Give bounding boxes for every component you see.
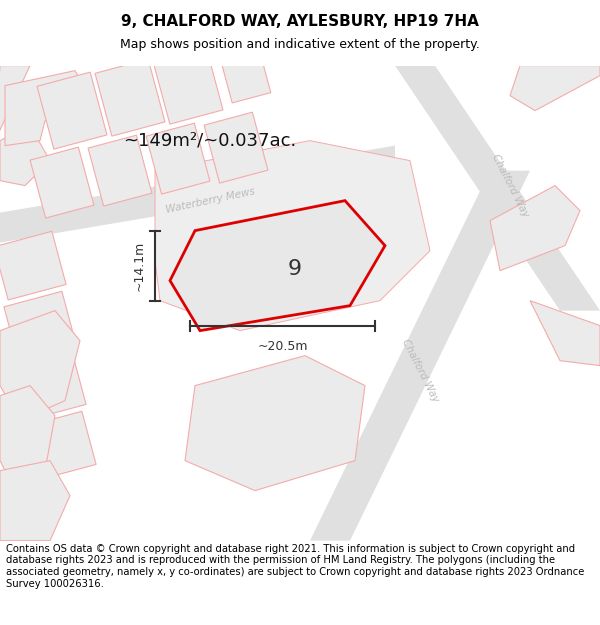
Polygon shape [4, 291, 76, 360]
Polygon shape [0, 461, 70, 541]
Polygon shape [185, 356, 365, 491]
Text: Contains OS data © Crown copyright and database right 2021. This information is : Contains OS data © Crown copyright and d… [6, 544, 584, 589]
Polygon shape [0, 146, 395, 242]
Polygon shape [37, 72, 107, 149]
Polygon shape [0, 311, 80, 421]
Polygon shape [170, 201, 385, 331]
Polygon shape [30, 147, 94, 218]
Polygon shape [510, 66, 600, 111]
Text: ~20.5m: ~20.5m [257, 339, 308, 352]
Polygon shape [530, 301, 600, 366]
Polygon shape [490, 186, 580, 271]
Polygon shape [155, 141, 430, 331]
Text: 9: 9 [288, 259, 302, 279]
Polygon shape [153, 47, 223, 124]
Text: ~149m²/~0.037ac.: ~149m²/~0.037ac. [124, 132, 296, 149]
Text: 9, CHALFORD WAY, AYLESBURY, HP19 7HA: 9, CHALFORD WAY, AYLESBURY, HP19 7HA [121, 14, 479, 29]
Polygon shape [0, 386, 55, 481]
Polygon shape [14, 351, 86, 420]
Polygon shape [0, 231, 66, 300]
Text: Chalford Way: Chalford Way [490, 152, 530, 219]
Text: Map shows position and indicative extent of the property.: Map shows position and indicative extent… [120, 38, 480, 51]
Polygon shape [5, 71, 95, 146]
Polygon shape [0, 66, 30, 141]
Polygon shape [88, 135, 152, 206]
Text: Chalford Way: Chalford Way [400, 338, 440, 404]
Polygon shape [0, 126, 50, 186]
Text: Waterberry Mews: Waterberry Mews [164, 186, 256, 215]
Polygon shape [24, 411, 96, 480]
Polygon shape [395, 66, 600, 311]
Polygon shape [204, 112, 268, 183]
Text: ~14.1m: ~14.1m [133, 241, 146, 291]
Polygon shape [95, 59, 165, 136]
Polygon shape [219, 44, 271, 103]
Polygon shape [310, 171, 530, 541]
Polygon shape [146, 123, 210, 194]
